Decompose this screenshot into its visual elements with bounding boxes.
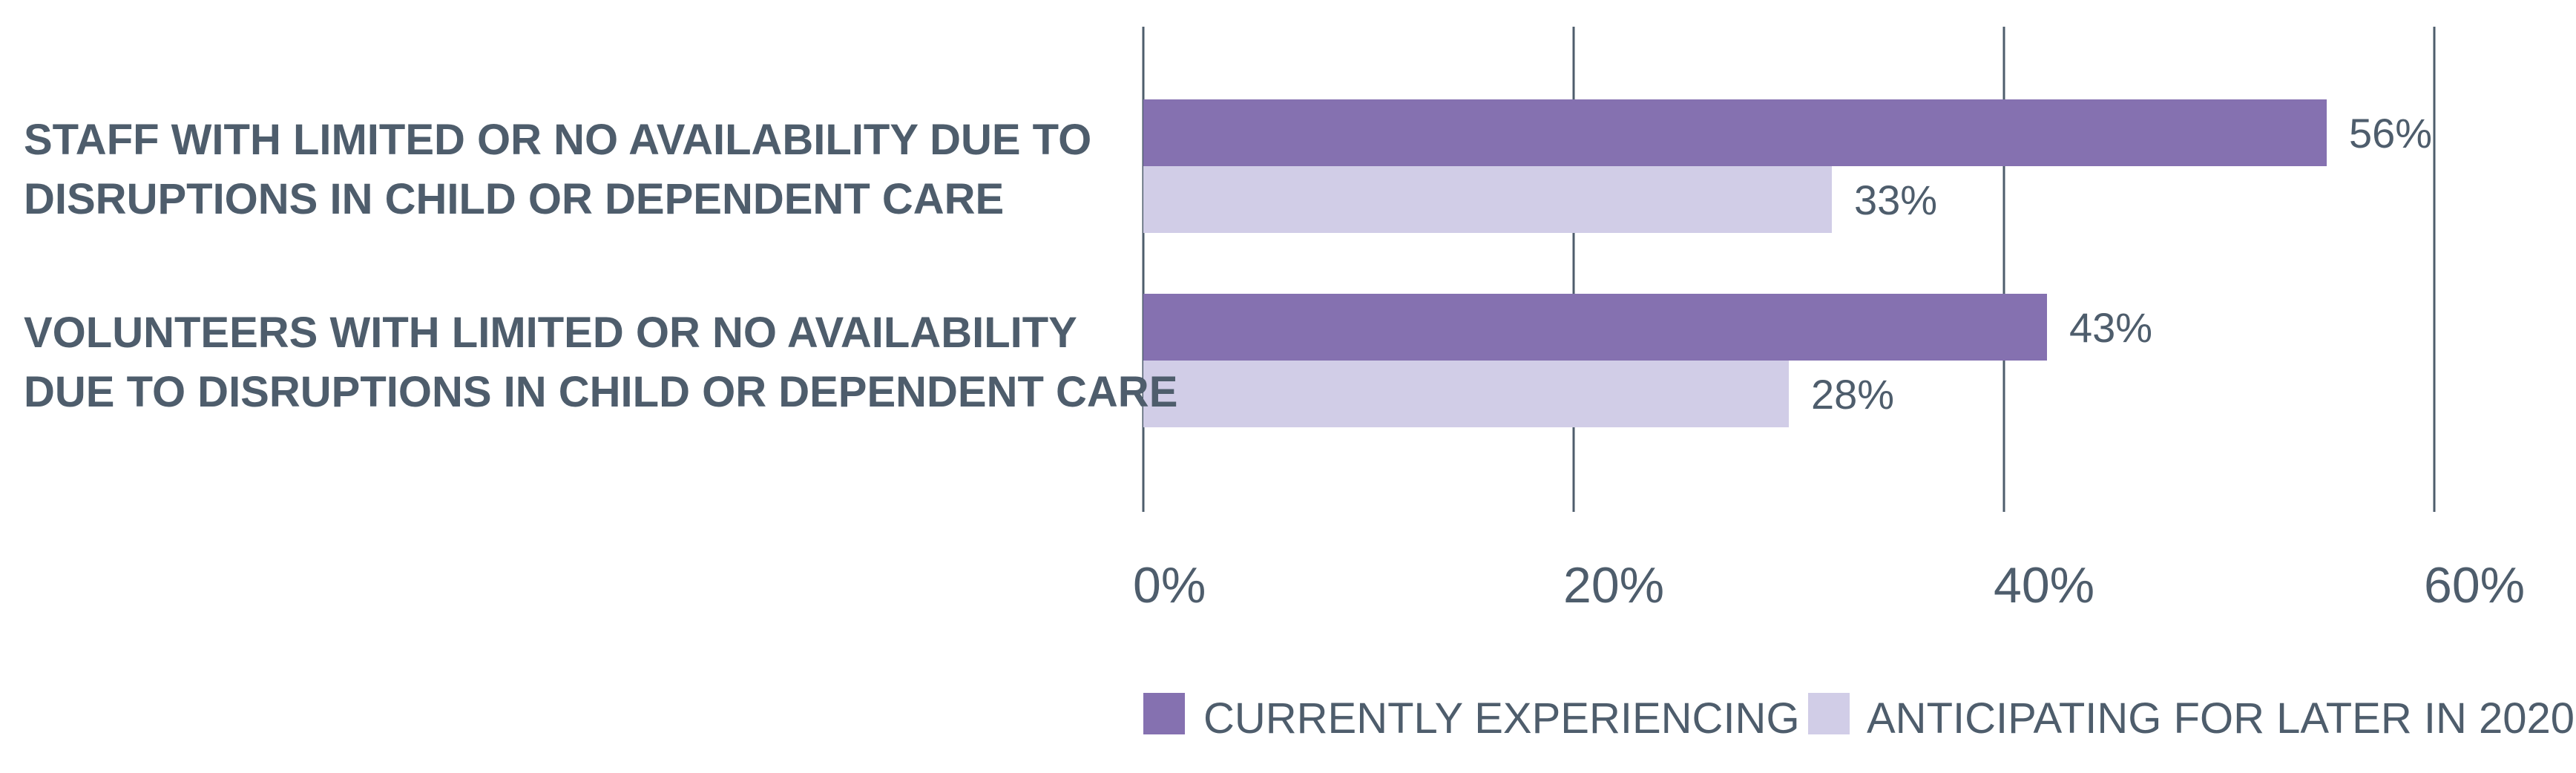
category-label-1-line-0: VOLUNTEERS WITH LIMITED OR NO AVAILABILI…	[24, 309, 1077, 357]
legend-label-0: CURRENTLY EXPERIENCING	[1203, 694, 1800, 743]
x-tick-label-0: 0%	[1133, 557, 1206, 614]
legend-swatch-0	[1143, 693, 1185, 734]
bar-current-1	[1143, 294, 2047, 361]
category-labels: STAFF WITH LIMITED OR NO AVAILABILITY DU…	[24, 116, 1177, 416]
x-tick-label-3: 60%	[2424, 557, 2525, 614]
data-label-current-1: 43%	[2069, 304, 2152, 351]
data-label-anticipated-0: 33%	[1854, 177, 1937, 223]
data-label-anticipated-1: 28%	[1811, 371, 1894, 418]
data-label-current-0: 56%	[2349, 110, 2432, 157]
bars: 56% 43% 33% 28%	[1143, 99, 2432, 427]
category-label-0-line-0: STAFF WITH LIMITED OR NO AVAILABILITY DU…	[24, 116, 1091, 164]
category-label-1-line-1: DUE TO DISRUPTIONS IN CHILD OR DEPENDENT…	[24, 368, 1177, 416]
legend-swatch-1	[1808, 693, 1850, 734]
x-tick-label-1: 20%	[1563, 557, 1664, 614]
bar-current-0	[1143, 99, 2327, 166]
legend: CURRENTLY EXPERIENCING ANTICIPATING FOR L…	[1143, 693, 2575, 743]
bar-anticipated-1	[1143, 361, 1789, 427]
category-label-0-line-1: DISRUPTIONS IN CHILD OR DEPENDENT CARE	[24, 175, 1004, 223]
x-axis-tick-labels: 0% 20% 40% 60%	[1133, 557, 2525, 614]
x-tick-label-2: 40%	[1994, 557, 2094, 614]
bar-anticipated-0	[1143, 166, 1832, 233]
legend-label-1: ANTICIPATING FOR LATER IN 2020	[1867, 694, 2575, 743]
